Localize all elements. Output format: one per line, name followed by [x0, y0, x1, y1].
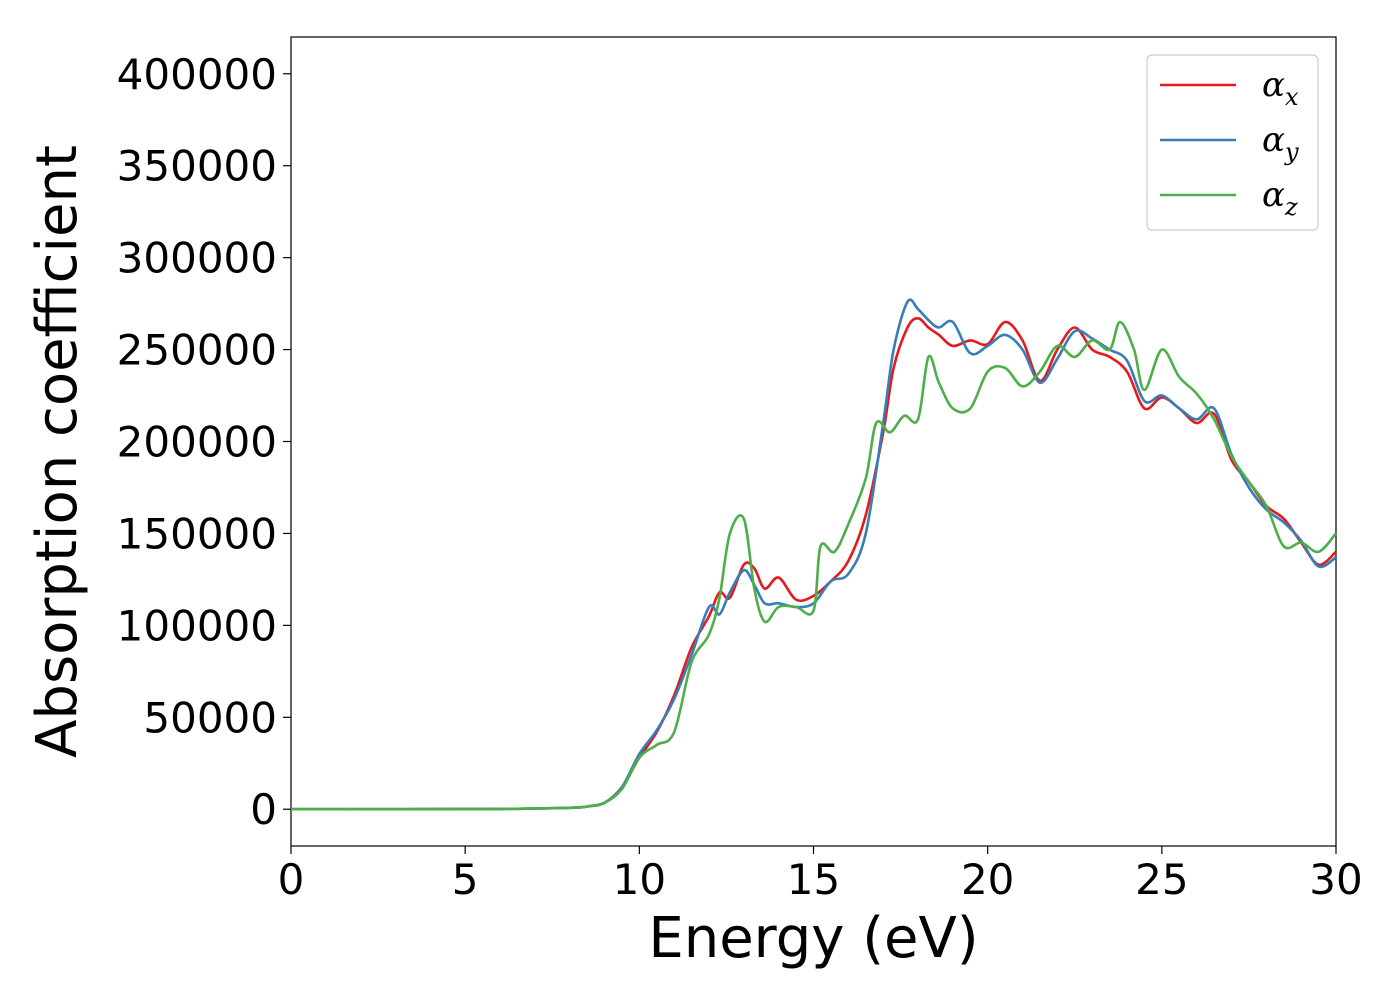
x-tick-label: 5 [452, 855, 479, 904]
legend-box [1146, 54, 1319, 231]
y-tick-label: 300000 [117, 234, 277, 283]
legend-symbol: α [1262, 120, 1285, 160]
y-tick-label: 400000 [117, 50, 277, 99]
y-tick-label: 250000 [117, 326, 277, 375]
y-tick-label: 350000 [117, 142, 277, 191]
y-tick-label: 100000 [117, 601, 277, 650]
legend-label-z: αz [1262, 175, 1298, 221]
y-axis-title: Absorption coefficient [25, 145, 90, 758]
legend-symbol: α [1262, 175, 1285, 215]
legend-subscript: z [1284, 193, 1298, 221]
y-tick-label: 200000 [117, 418, 277, 467]
x-axis: 0 5 10 15 20 25 30 [278, 846, 1363, 904]
y-tick-label: 50000 [143, 693, 277, 742]
legend-subscript: x [1285, 83, 1299, 111]
x-tick-label: 25 [1135, 855, 1188, 904]
x-tick-label: 10 [613, 855, 666, 904]
legend-label-y: αy [1262, 120, 1299, 166]
legend-subscript: y [1284, 138, 1299, 166]
y-axis: 0 50000 100000 150000 200000 250000 300000 3500… [117, 50, 291, 834]
x-tick-label: 15 [787, 855, 840, 904]
series-line-y [290, 298, 1337, 811]
x-tick-label: 0 [278, 855, 305, 904]
x-tick-label: 20 [961, 855, 1014, 904]
x-axis-title: Energy (eV) [648, 906, 978, 971]
legend-symbol: α [1262, 65, 1285, 105]
y-tick-label: 0 [250, 785, 277, 834]
series-layer [290, 298, 1337, 811]
x-tick-label: 30 [1309, 855, 1362, 904]
legend-label-x: αx [1262, 65, 1299, 111]
series-line-x [290, 317, 1337, 811]
series-line-z [290, 320, 1337, 811]
y-tick-label: 150000 [117, 509, 277, 558]
